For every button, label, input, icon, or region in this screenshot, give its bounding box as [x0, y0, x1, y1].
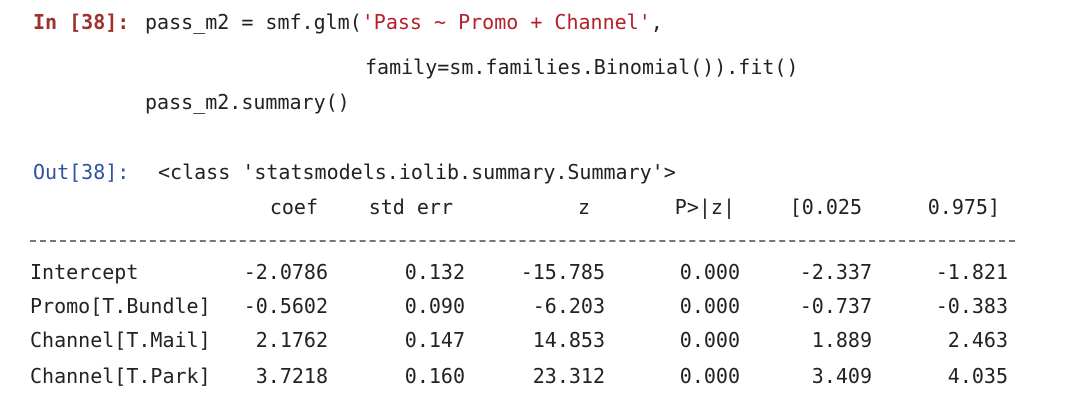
table-cell: 0.000: [679, 260, 740, 284]
code: pass_m2.summary(): [145, 90, 350, 114]
code: family=sm.families.Binomial()).fit(): [365, 55, 799, 79]
separator: [30, 240, 1015, 242]
table-cell: 23.312: [532, 364, 605, 388]
table-cell: 0.132: [404, 260, 465, 284]
table-cell: 4.035: [947, 364, 1008, 388]
table-header: 0.975]: [927, 195, 1000, 219]
table-cell: -2.0786: [243, 260, 328, 284]
row-label: Promo[T.Bundle]: [30, 294, 211, 318]
table-cell: -6.203: [532, 294, 605, 318]
table-cell: -2.337: [799, 260, 872, 284]
table-header: P>|z|: [674, 195, 735, 219]
table-cell: 0.160: [404, 364, 465, 388]
table-cell: 0.000: [679, 328, 740, 352]
table-header: coef: [269, 195, 318, 219]
code-line: pass_m2.summary(): [145, 90, 350, 114]
table-cell: -1.821: [935, 260, 1008, 284]
table-header: std err: [368, 195, 453, 219]
output-text: <class 'statsmodels.iolib.summary.Summar…: [158, 160, 676, 184]
table-cell: 2.1762: [255, 328, 328, 352]
row-label: Intercept: [30, 260, 139, 284]
table-cell: 0.000: [679, 294, 740, 318]
table-cell: 2.463: [947, 328, 1008, 352]
row-label: Channel[T.Park]: [30, 364, 211, 388]
table-cell: 3.7218: [255, 364, 328, 388]
code-line: pass_m2 = smf.glm('Pass ~ Promo + Channe…: [145, 10, 663, 34]
input-prompt: In [38]:: [33, 10, 130, 34]
table-cell: -0.383: [935, 294, 1008, 318]
table-cell: 1.889: [811, 328, 872, 352]
table-header: z: [577, 195, 590, 219]
table-cell: -0.5602: [243, 294, 328, 318]
table-cell: 3.409: [811, 364, 872, 388]
code-string: 'Pass ~ Promo + Channel': [361, 10, 651, 34]
table-header: [0.025: [789, 195, 862, 219]
row-label: Channel[T.Mail]: [30, 328, 211, 352]
table-cell: 0.000: [679, 364, 740, 388]
table-cell: -0.737: [799, 294, 872, 318]
table-cell: -15.785: [520, 260, 605, 284]
code: pass_m2 = smf.glm(: [145, 10, 362, 34]
output-prompt: Out[38]:: [33, 160, 130, 184]
code: ,: [650, 10, 663, 34]
table-cell: 0.090: [404, 294, 465, 318]
code-line: family=sm.families.Binomial()).fit(): [365, 55, 798, 79]
table-cell: 14.853: [532, 328, 605, 352]
table-cell: 0.147: [404, 328, 465, 352]
